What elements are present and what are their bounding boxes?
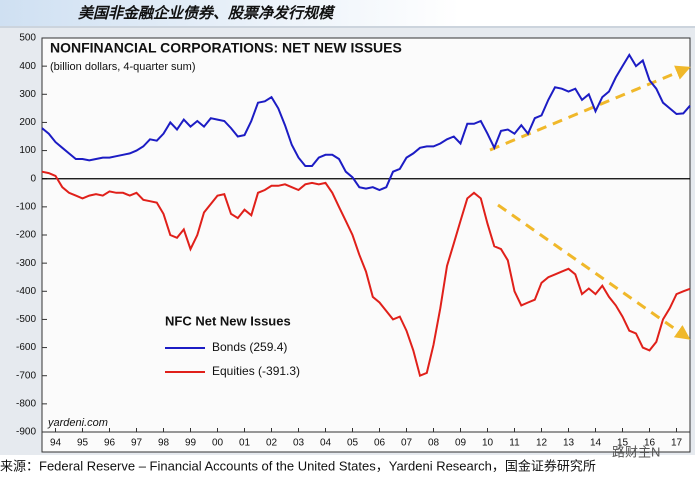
y-tick-label: -400 (16, 286, 36, 297)
series-line (41, 170, 691, 378)
y-tick-label: -100 (16, 201, 36, 212)
credit: yardeni.com (47, 417, 108, 429)
x-tick-label: 98 (158, 438, 170, 449)
y-tick-label: 300 (19, 89, 36, 100)
plot-area (41, 37, 691, 433)
y-tick-label: -900 (16, 427, 36, 438)
source-note: 来源：Federal Reserve – Financial Accounts … (0, 458, 596, 473)
chart-subtitle: (billion dollars, 4-quarter sum) (50, 61, 196, 73)
series-line (41, 52, 691, 192)
y-tick-label: 0 (30, 173, 36, 184)
legend-title: NFC Net New Issues (165, 313, 291, 328)
y-tick-label: -600 (16, 342, 36, 353)
x-axis-band (41, 431, 691, 453)
trend-arrow (489, 65, 691, 152)
y-tick-label: 200 (19, 117, 36, 128)
y-tick-label: 100 (19, 145, 36, 156)
x-tick-label: 99 (185, 438, 197, 449)
y-tick-label: 500 (19, 33, 36, 44)
x-tick-label: 96 (104, 438, 116, 449)
y-tick-label: -300 (16, 258, 36, 269)
x-tick-label: 09 (455, 438, 467, 449)
x-tick-label: 15 (617, 438, 629, 449)
x-tick-label: 06 (374, 438, 386, 449)
x-tick-label: 13 (563, 438, 575, 449)
x-tick-label: 16 (644, 438, 656, 449)
x-tick-label: 01 (239, 438, 251, 449)
trend-arrow (497, 203, 691, 340)
x-tick-label: 94 (50, 438, 62, 449)
y-tick-label: -700 (16, 370, 36, 381)
chart-title: NONFINANCIAL CORPORATIONS: NET NEW ISSUE… (50, 40, 402, 56)
x-tick-label: 12 (536, 438, 548, 449)
y-tick-label: -800 (16, 398, 36, 409)
watermark: 路财主N (612, 444, 660, 459)
legend-label: Bonds (259.4) (212, 340, 287, 354)
x-tick-label: 05 (347, 438, 359, 449)
x-tick-label: 04 (320, 438, 332, 449)
x-tick-label: 02 (266, 438, 278, 449)
x-tick-label: 00 (212, 438, 224, 449)
x-tick-label: 17 (671, 438, 683, 449)
x-tick-label: 14 (590, 438, 602, 449)
x-tick-label: 08 (428, 438, 440, 449)
x-tick-label: 95 (77, 438, 89, 449)
header-title: 美国非金融企业债券、股票净发行规模 (78, 4, 336, 22)
legend-label: Equities (-391.3) (212, 364, 300, 378)
x-tick-label: 11 (509, 438, 520, 449)
x-tick-label: 07 (401, 438, 413, 449)
y-tick-label: -500 (16, 314, 36, 325)
y-tick-label: -200 (16, 230, 36, 241)
header-band (0, 0, 460, 26)
x-tick-label: 03 (293, 438, 305, 449)
x-tick-label: 10 (482, 438, 494, 449)
y-tick-label: 400 (19, 61, 36, 72)
x-tick-label: 97 (131, 438, 143, 449)
